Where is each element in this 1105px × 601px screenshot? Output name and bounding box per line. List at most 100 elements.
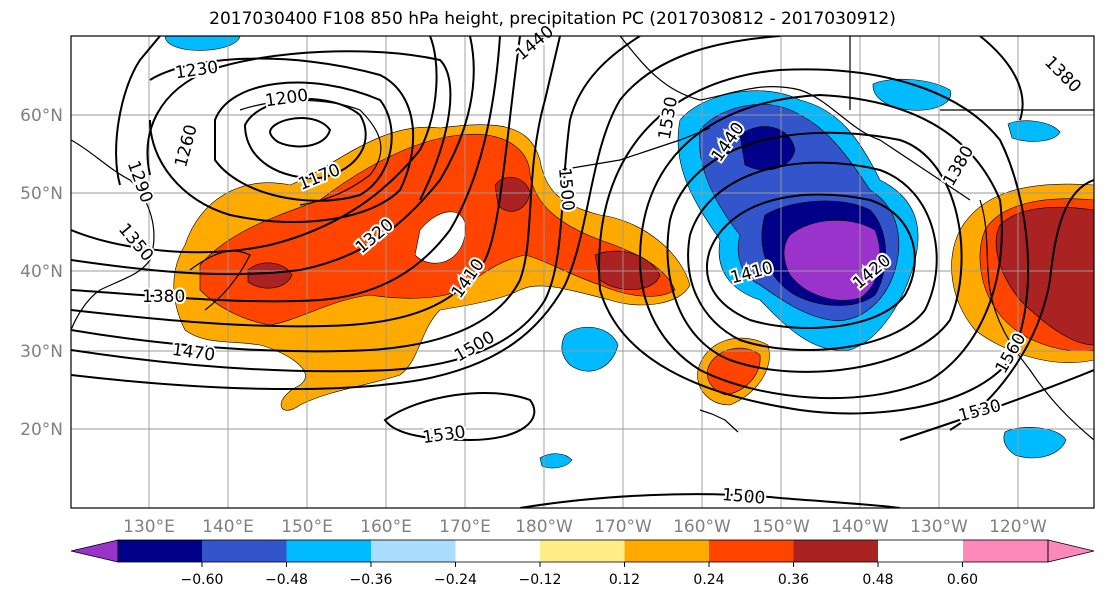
contour-1380-ne	[979, 36, 1024, 121]
colorbar-tick-label: −0.36	[350, 572, 393, 588]
contour-1230	[149, 57, 415, 223]
colorbar-outline	[117, 539, 1049, 563]
contour-1500	[71, 36, 781, 391]
contour-1170	[243, 98, 367, 180]
shade-positive-west-max2	[494, 176, 531, 212]
lon-label: 140°E	[202, 517, 254, 537]
contour-1530-east	[598, 68, 1030, 415]
contour-1470-east	[666, 131, 963, 373]
contour-1440-east	[687, 161, 938, 351]
contour-1410	[71, 36, 521, 328]
contour-label: 1380	[142, 287, 185, 307]
coastlines	[71, 36, 1094, 441]
longitude-axis: 130°E 140°E 150°E 160°E 170°E 180°W 170°…	[123, 517, 1047, 537]
lon-label: 130°W	[910, 517, 968, 537]
lon-label: 120°W	[989, 517, 1047, 537]
height-contours	[71, 36, 1094, 508]
contour-1200	[214, 81, 393, 202]
lat-label-30: 30°N	[20, 342, 63, 362]
coast-aleutians	[559, 127, 711, 171]
colorbar-tick-label: 0.12	[609, 572, 640, 588]
latitude-axis: 60°N 50°N 40°N 30°N 20°N	[20, 106, 63, 440]
contour-1560-east	[949, 179, 1094, 431]
colorbar-tick-label: 0.36	[778, 572, 809, 588]
graticule	[71, 36, 1094, 508]
coast-na-west	[979, 199, 1094, 441]
contour-label: 1230	[174, 58, 220, 84]
contour-label: 1200	[264, 86, 310, 112]
colorbar-cell	[963, 540, 1048, 562]
lon-label: 160°W	[673, 517, 731, 537]
colorbar-cell	[117, 540, 202, 562]
lat-label-40: 40°N	[20, 262, 63, 282]
lat-label-60: 60°N	[20, 106, 63, 126]
contour-1260	[146, 50, 452, 201]
contour-1290	[115, 36, 161, 186]
shade-negative-patch-2	[164, 36, 241, 51]
colorbar-cell	[624, 540, 709, 562]
map-plot-area	[71, 36, 1094, 508]
contour-1470	[71, 36, 641, 373]
colorbar-cell	[202, 540, 287, 562]
colorbar-cell	[455, 540, 540, 562]
contour-label: 1530	[421, 422, 467, 448]
lon-label: 130°E	[123, 517, 175, 537]
colorbar-tick-label: 0.60	[947, 572, 978, 588]
colorbar-cell	[709, 540, 794, 562]
map-title: 2017030400 F108 850 hPa height, precipit…	[209, 9, 896, 29]
contour-label: 1290	[123, 158, 157, 205]
contour-label: 1380	[1040, 52, 1085, 97]
coast-asia	[71, 139, 155, 331]
lat-label-20: 20°N	[20, 420, 63, 440]
contour-1530-low	[383, 391, 536, 442]
colorbar-tick-label: −0.24	[434, 572, 477, 588]
colorbar-ticks: −0.60 −0.48 −0.36 −0.24 −0.12 0.12 0.24 0.36 0.4…	[181, 562, 978, 588]
contour-1350	[71, 36, 475, 276]
map-frame	[70, 35, 1095, 509]
shade-negative-patch-1	[561, 326, 619, 372]
coast-japan	[189, 250, 251, 311]
contour-label: 1260	[171, 123, 202, 170]
shade-positive-central-core	[707, 347, 761, 396]
lon-label: 150°W	[752, 517, 810, 537]
lon-label: 170°W	[594, 517, 652, 537]
contour-1530-southeast	[899, 369, 1094, 441]
shade-negative-patch-6	[539, 453, 573, 469]
contour-1500-south	[519, 493, 901, 508]
contour-label: 1440	[512, 22, 558, 65]
contour-1380	[71, 36, 501, 303]
contour-1440	[71, 36, 561, 353]
colorbar-cell	[371, 540, 456, 562]
contour-label: 1530	[956, 396, 1003, 427]
shade-positive-west-max1	[247, 262, 293, 289]
colorbar: −0.60 −0.48 −0.36 −0.24 −0.12 0.12 0.24 0.36 0.4…	[70, 539, 1095, 588]
lon-label: 180°W	[515, 517, 573, 537]
shade-negative-patch-4	[1007, 120, 1061, 142]
contour-label: 1500	[721, 485, 766, 509]
colorbar-tick-label: −0.12	[519, 572, 562, 588]
colorbar-extend-high	[1047, 539, 1095, 563]
shade-negative-patch-3	[872, 78, 952, 111]
shade-negative-patch-5	[1003, 427, 1067, 459]
contour-1500-east	[638, 93, 1003, 400]
lon-label: 140°W	[831, 517, 889, 537]
colorbar-tick-label: 0.48	[862, 572, 893, 588]
contour-low-center	[269, 117, 332, 148]
lon-label: 160°E	[360, 517, 412, 537]
shade-positive-west-max3	[594, 250, 661, 290]
colorbar-cell	[286, 540, 371, 562]
precip-shading	[164, 36, 1094, 469]
lon-label: 150°E	[281, 517, 333, 537]
colorbar-tick-label: −0.48	[265, 572, 308, 588]
colorbar-cell	[793, 540, 878, 562]
contour-label: 1470	[171, 340, 217, 366]
coast-hawaii	[699, 409, 739, 433]
coast-alaska	[619, 36, 971, 201]
contour-1320	[71, 36, 438, 254]
colorbar-tick-label: −0.60	[181, 572, 224, 588]
colorbar-tick-label: 0.24	[693, 572, 724, 588]
colorbar-cells	[70, 539, 1095, 563]
colorbar-extend-low	[70, 539, 119, 563]
colorbar-cell	[540, 540, 625, 562]
